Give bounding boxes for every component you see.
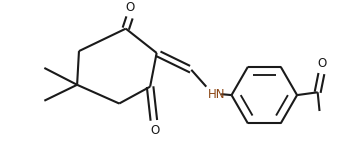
Text: HN: HN — [208, 88, 226, 101]
Text: O: O — [150, 124, 159, 137]
Text: O: O — [318, 57, 327, 70]
Text: O: O — [126, 1, 135, 14]
